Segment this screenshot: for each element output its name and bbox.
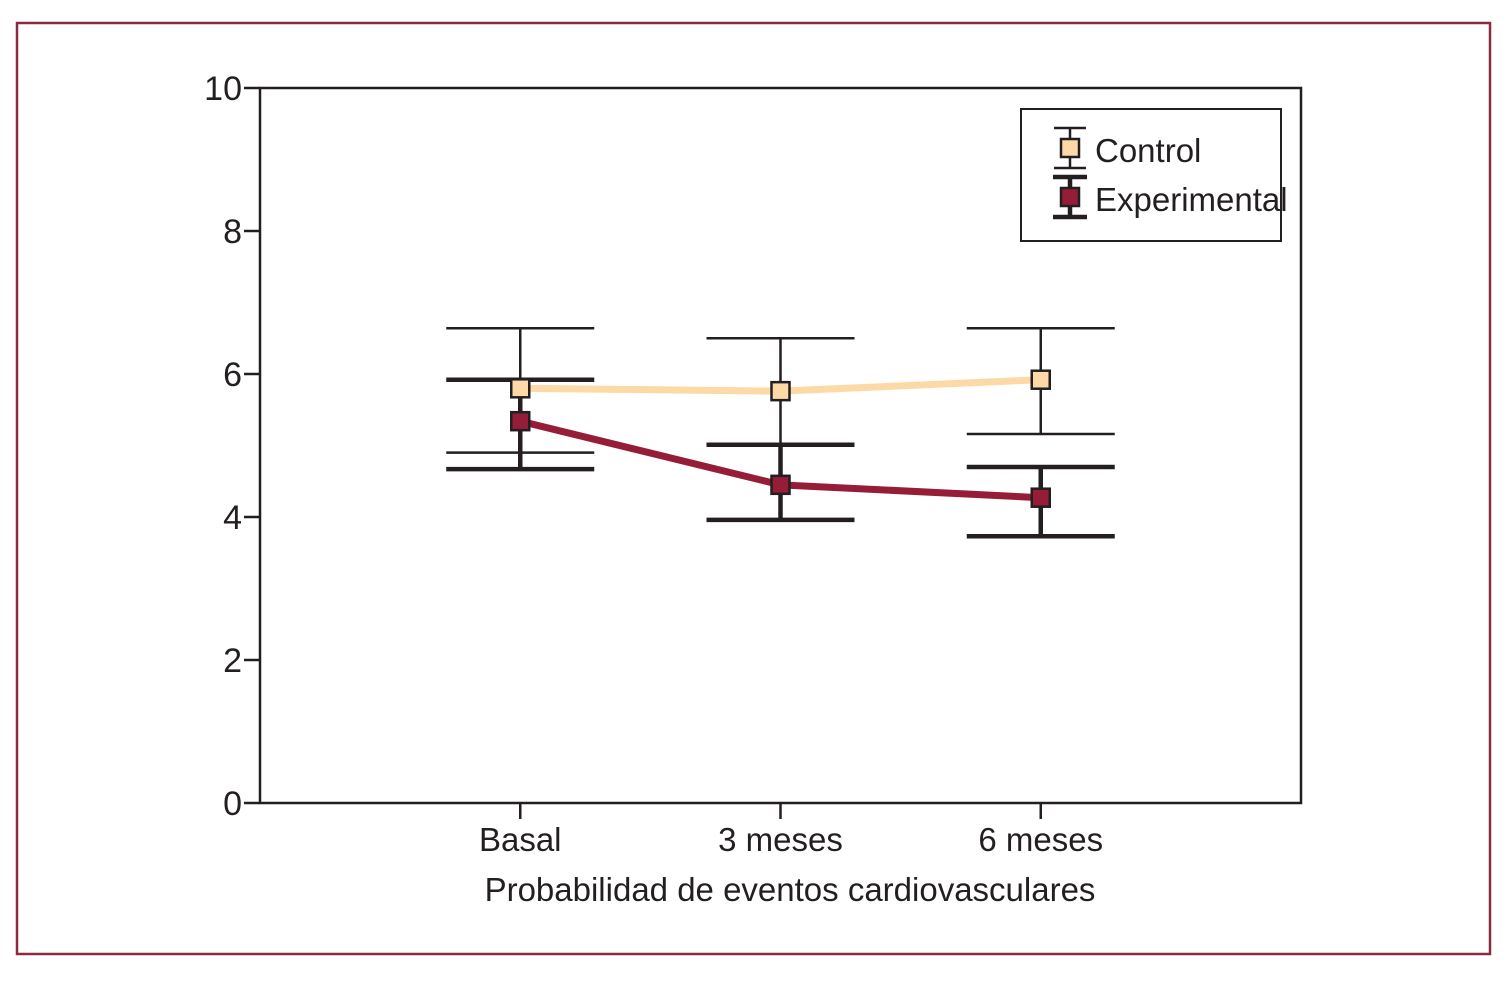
error-bars-experimental [446, 377, 1115, 539]
data-point-control [1030, 369, 1051, 390]
legend-label: Control [1095, 132, 1201, 169]
x-tick-label: Basal [479, 821, 562, 858]
x-axis-title: Probabilidad de eventos cardiovasculares [485, 871, 1096, 908]
legend: Control Experimental [1020, 108, 1288, 242]
y-tick-label: 0 [223, 785, 242, 823]
y-axis: 0 2 4 6 8 10 [204, 70, 260, 823]
data-point-experimental [770, 474, 791, 496]
y-tick-label: 2 [223, 642, 242, 680]
legend-item-experimental: Experimental [1053, 174, 1288, 220]
x-tick-label: 6 meses [978, 821, 1103, 858]
legend-marker [1059, 186, 1081, 208]
data-point-control [510, 378, 531, 399]
series-control [510, 369, 1051, 402]
y-tick-label: 10 [204, 70, 242, 108]
legend-item-control: Control [1054, 126, 1201, 170]
y-tick-label: 6 [223, 356, 242, 394]
y-tick-label: 4 [223, 499, 242, 537]
x-tick-label: 3 meses [718, 821, 843, 858]
figure-frame [15, 21, 1492, 956]
legend-marker [1059, 137, 1081, 159]
y-tick-label: 8 [223, 213, 242, 251]
data-point-experimental [510, 410, 531, 432]
x-axis: Basal 3 meses 6 meses [479, 803, 1103, 858]
series-experimental [510, 410, 1051, 508]
series-layer [446, 326, 1115, 539]
legend-label: Experimental [1095, 181, 1288, 218]
data-point-experimental [1030, 487, 1051, 508]
data-point-control [770, 380, 791, 402]
